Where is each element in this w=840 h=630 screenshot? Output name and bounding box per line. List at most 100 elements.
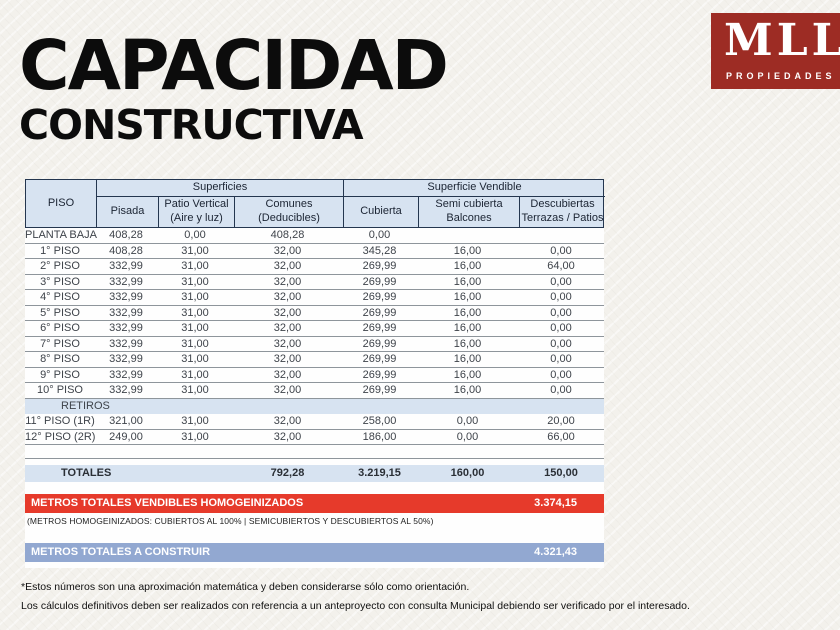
header-semicubierta: Semi cubierta Balcones [418,196,519,227]
vendibles-label: METROS TOTALES VENDIBLES HOMOGEINIZADOS [31,497,304,509]
value-cell: 0,00 [368,229,391,242]
totals-value-cell: 150,00 [544,467,578,479]
title-line-2: CONSTRUCTIVA [19,101,364,149]
value-cell: 32,00 [273,430,302,443]
value-cell: 32,00 [273,337,302,350]
value-cell: 16,00 [453,260,482,273]
value-cell: 408,28 [109,244,143,257]
piso-cell: 2° PISO [40,260,80,273]
header-label: Semi cubierta [435,198,503,211]
value-cell: 269,99 [362,337,397,350]
value-cell: 332,99 [109,306,143,319]
table-row: 6° PISO 332,99 31,00 32,00 269,99 16,00 0,00 [25,321,604,337]
value-cell: 269,99 [362,275,397,288]
value-cell: 269,99 [362,306,397,319]
value-cell: 31,00 [181,275,209,288]
value-cell: 31,00 [181,368,209,381]
value-cell: 332,99 [109,368,143,381]
piso-cell: 6° PISO [40,322,80,335]
value-cell: 321,00 [109,415,143,428]
header-sublabel: (Deducibles) [258,212,320,224]
value-cell: 31,00 [181,384,209,397]
header-patio-vertical: Patio Vertical (Aire y luz) [158,196,234,227]
value-cell: 64,00 [547,260,575,273]
value-cell: 0,00 [456,415,479,428]
value-cell: 66,00 [547,430,575,443]
piso-cell: 12° PISO (2R) [25,430,96,443]
value-cell: 269,99 [362,368,397,381]
value-cell: 31,00 [181,353,209,366]
value-cell: 32,00 [273,260,302,273]
homogeinizados-note: (METROS HOMOGEINIZADOS: CUBIERTOS AL 100… [27,515,434,526]
footnote-line-1: *Estos números son una aproximación mate… [21,581,470,593]
title-line-1: CAPACIDAD [19,26,449,106]
value-cell: 258,00 [362,415,397,428]
table-row: 11° PISO (1R) 321,00 31,00 32,00 258,00 0,00 2… [25,414,604,430]
value-cell: 31,00 [181,415,209,428]
value-cell: 0,00 [550,384,572,397]
value-cell: 269,99 [362,260,397,273]
table-header: PISO Superficies Superficie Vendible Pis… [25,179,605,228]
totals-value-cell: 792,28 [270,467,305,479]
table-row: 8° PISO 332,99 31,00 32,00 269,99 16,00 0,00 [25,352,604,368]
section-label: RETIROS [61,400,110,413]
value-cell: 332,99 [109,384,143,397]
value-cell: 16,00 [453,291,482,304]
value-cell: 0,00 [550,353,572,366]
table-row: 1° PISO 408,28 31,00 32,00 345,28 16,00 0,00 [25,244,604,259]
value-cell: 31,00 [181,322,209,335]
value-cell: 332,99 [109,275,143,288]
piso-cell: 9° PISO [40,368,80,381]
header-group-vendible: Superficie Vendible [343,180,605,196]
header-label: Patio Vertical [164,198,229,211]
value-cell: 20,00 [547,415,575,428]
header-sublabel: Terrazas / Patios [521,212,604,224]
table-row: 10° PISO 332,99 31,00 32,00 269,99 16,00 0,00 [25,383,604,399]
value-cell: 408,28 [270,229,305,242]
logo-name: MLL [724,15,840,66]
piso-cell: 7° PISO [40,337,80,350]
table-section-row: RETIROS [25,398,604,414]
value-cell: 332,99 [109,291,143,304]
value-cell: 16,00 [453,275,482,288]
value-cell: 269,99 [362,353,397,366]
value-cell: 32,00 [273,415,302,428]
value-cell: 269,99 [362,291,397,304]
header-cubierta: Cubierta [343,196,418,227]
value-cell: 31,00 [181,306,209,319]
totals-row: TOTALES 792,28 3.219,15 160,00 150,00 [25,464,604,482]
value-cell: 0,00 [184,229,206,242]
piso-cell: 1° PISO [40,244,80,257]
header-label: Pisada [110,205,145,218]
table-row: 4° PISO 332,99 31,00 32,00 269,99 16,00 0,00 [25,290,604,306]
table-row: 7° PISO 332,99 31,00 32,00 269,99 16,00 0,00 [25,337,604,352]
table-row: 3° PISO 332,99 31,00 32,00 269,99 16,00 0,00 [25,275,604,290]
blank-row [25,445,604,459]
value-cell: 16,00 [453,337,482,350]
value-cell: 332,99 [109,337,143,350]
value-cell: 31,00 [181,260,209,273]
value-cell: 0,00 [550,322,572,335]
table-body: PLANTA BAJA 408,28 0,00 408,28 0,00 1° PISO 40… [25,228,604,445]
value-cell: 32,00 [273,275,302,288]
value-cell: 32,00 [273,291,302,304]
header-label: Comunes [265,198,313,211]
value-cell: 32,00 [273,384,302,397]
value-cell: 332,99 [109,260,143,273]
page-title: CAPACIDAD CONSTRUCTIVA [19,26,449,149]
header-pisada: Pisada [96,196,158,227]
value-cell: 16,00 [453,306,482,319]
value-cell: 31,00 [181,291,209,304]
header-sublabel: Balcones [446,212,492,224]
value-cell: 0,00 [550,275,572,288]
capacity-table: PISO Superficies Superficie Vendible Pis… [25,179,605,562]
value-cell: 32,00 [273,322,302,335]
value-cell: 32,00 [273,368,302,381]
totals-label: TOTALES [61,467,112,479]
footnote-line-2: Los cálculos definitivos deben ser reali… [21,599,690,612]
piso-cell: PLANTA BAJA [25,229,97,242]
value-cell: 269,99 [362,384,397,397]
value-cell: 0,00 [550,291,572,304]
company-logo: MLL PROPIEDADES [711,13,840,89]
header-label: Descubiertas [530,198,595,211]
